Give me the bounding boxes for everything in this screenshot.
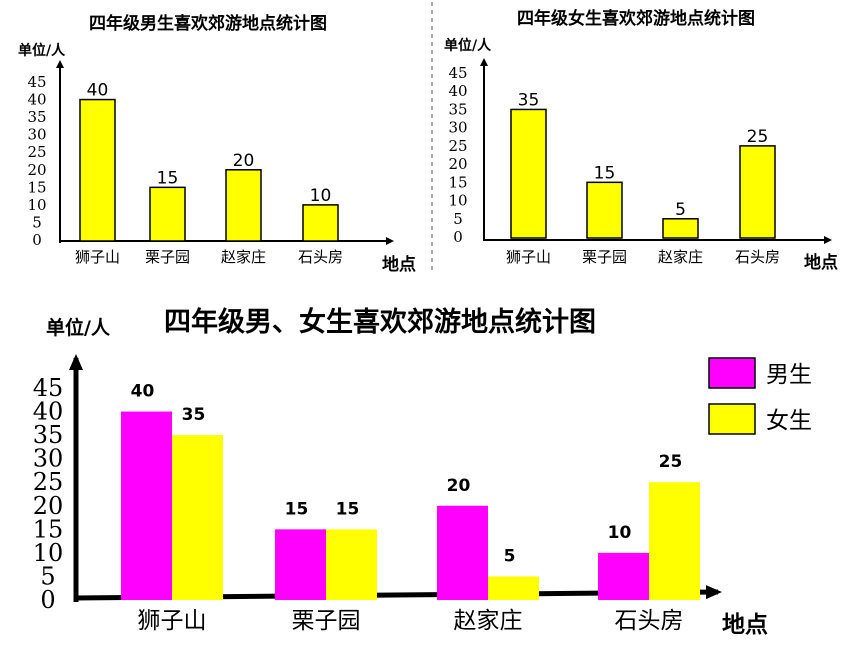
bar-value-label: 40 xyxy=(131,382,155,402)
y-tick-label: 25 xyxy=(448,137,467,155)
bar xyxy=(302,204,339,242)
y-tick-label: 25 xyxy=(33,468,64,496)
bar-value-label: 15 xyxy=(285,499,309,519)
y-tick-label: 45 xyxy=(33,374,64,402)
y-tick-label: 25 xyxy=(27,143,46,161)
y-tick-label: 40 xyxy=(448,82,467,100)
y-tick-label: 35 xyxy=(448,100,467,118)
bar xyxy=(172,435,223,600)
bar xyxy=(649,482,700,600)
bar-value-label: 25 xyxy=(659,452,683,472)
y-tick-label: 0 xyxy=(453,228,463,246)
bar-value-label: 35 xyxy=(182,405,206,425)
bar-value-label: 15 xyxy=(594,163,616,183)
y-tick-label: 35 xyxy=(27,108,46,126)
x-axis-label: 地点 xyxy=(382,254,416,275)
y-tick-label: 40 xyxy=(27,91,46,109)
y-tick-label: 45 xyxy=(448,64,467,82)
bar xyxy=(225,169,262,242)
bar xyxy=(326,529,377,600)
bar-value-label: 15 xyxy=(336,499,360,519)
bar-value-label: 35 xyxy=(518,90,540,110)
y-tick-label: 10 xyxy=(448,192,467,210)
y-tick-label: 5 xyxy=(40,562,55,590)
x-axis-label: 地点 xyxy=(722,612,768,638)
category-label: 石头房 xyxy=(298,248,343,266)
bar xyxy=(739,145,776,239)
y-tick-label: 45 xyxy=(27,73,46,91)
y-tick-label: 35 xyxy=(33,421,64,449)
category-label: 栗子园 xyxy=(145,248,190,266)
chart-title: 四年级男生喜欢郊游地点统计图 xyxy=(89,13,327,34)
legend-label: 男生 xyxy=(766,362,812,388)
bar xyxy=(79,98,116,242)
bar xyxy=(149,186,186,242)
y-axis-unit-label: 单位/人 xyxy=(46,316,111,339)
y-tick-label: 5 xyxy=(453,210,463,228)
bar-value-label: 40 xyxy=(87,81,109,101)
category-label: 狮子山 xyxy=(506,248,551,266)
category-label: 赵家庄 xyxy=(658,248,703,266)
y-tick-label: 10 xyxy=(27,196,46,214)
y-tick-label: 30 xyxy=(27,126,46,144)
category-label: 狮子山 xyxy=(138,608,207,634)
category-label: 栗子园 xyxy=(582,248,627,266)
y-tick-label: 0 xyxy=(40,586,55,614)
category-label: 赵家庄 xyxy=(221,248,266,266)
x-axis-label: 地点 xyxy=(804,252,838,273)
legend-label: 女生 xyxy=(766,408,812,434)
y-tick-label: 30 xyxy=(448,119,467,137)
bar-value-label: 20 xyxy=(447,476,471,496)
y-tick-label: 40 xyxy=(33,398,64,426)
bar-value-label: 15 xyxy=(157,168,179,188)
bar-value-label: 20 xyxy=(233,151,255,171)
y-tick-label: 20 xyxy=(448,155,467,173)
category-label: 栗子园 xyxy=(292,608,361,634)
bar xyxy=(598,552,649,600)
bar xyxy=(662,218,699,239)
legend-swatch xyxy=(708,403,756,435)
bar-value-label: 10 xyxy=(310,186,332,206)
y-tick-label: 20 xyxy=(33,492,64,520)
combined-chart: 四年级男、女生喜欢郊游地点统计图 单位/人 051015202530354045… xyxy=(33,306,812,638)
y-tick-label: 15 xyxy=(33,515,64,543)
y-tick-label: 20 xyxy=(27,161,46,179)
bar xyxy=(437,505,488,600)
bar-value-label: 5 xyxy=(675,200,686,220)
category-label: 赵家庄 xyxy=(454,608,523,634)
y-tick-label: 30 xyxy=(33,445,64,473)
y-tick-label: 15 xyxy=(27,178,46,196)
bar xyxy=(121,411,172,600)
category-label: 狮子山 xyxy=(75,248,120,266)
y-axis-unit-label: 单位/人 xyxy=(18,42,66,59)
y-tick-label: 15 xyxy=(448,173,467,191)
y-tick-label: 5 xyxy=(32,213,42,231)
bar xyxy=(510,108,547,239)
bar-value-label: 10 xyxy=(608,523,632,543)
bar-value-label: 5 xyxy=(504,546,516,566)
category-label: 石头房 xyxy=(615,608,684,634)
y-tick-label: 10 xyxy=(33,539,64,567)
bar-value-label: 25 xyxy=(747,127,769,147)
legend-swatch xyxy=(708,357,756,389)
bar xyxy=(488,576,539,600)
bar xyxy=(275,529,326,600)
bar xyxy=(586,181,623,239)
chart-title: 四年级男、女生喜欢郊游地点统计图 xyxy=(164,306,596,338)
y-tick-label: 0 xyxy=(32,231,42,249)
y-axis-unit-label: 单位/人 xyxy=(444,37,492,54)
chart-title: 四年级女生喜欢郊游地点统计图 xyxy=(517,8,755,29)
category-label: 石头房 xyxy=(735,248,780,266)
